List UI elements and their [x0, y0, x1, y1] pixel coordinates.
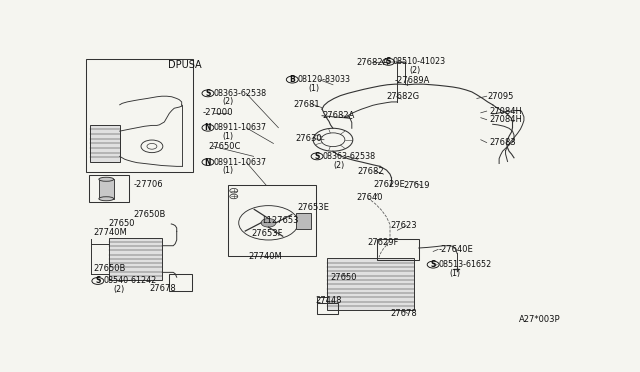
Text: 27084H: 27084H: [489, 115, 522, 124]
Text: 27682: 27682: [358, 167, 385, 176]
Text: 27683: 27683: [489, 138, 516, 147]
Bar: [169, 274, 191, 291]
Text: 27682A: 27682A: [322, 111, 355, 120]
Text: 27448: 27448: [316, 296, 342, 305]
Text: 27650B: 27650B: [94, 264, 126, 273]
Bar: [376, 238, 419, 260]
Text: -27689A: -27689A: [395, 76, 430, 85]
Text: (2): (2): [114, 285, 125, 294]
Bar: [109, 238, 163, 280]
Text: N: N: [205, 123, 211, 132]
Text: (1): (1): [223, 132, 234, 141]
Text: DPUSA: DPUSA: [168, 60, 202, 70]
Text: -27000: -27000: [203, 108, 234, 117]
Text: (2): (2): [333, 161, 344, 170]
Text: 27650C: 27650C: [208, 142, 241, 151]
Ellipse shape: [99, 197, 114, 201]
Text: 27095: 27095: [488, 92, 514, 101]
Text: 27678: 27678: [390, 309, 417, 318]
Bar: [317, 303, 338, 314]
Text: (2): (2): [223, 97, 234, 106]
Text: B: B: [289, 75, 295, 84]
Text: 27650: 27650: [109, 219, 135, 228]
Text: 27619: 27619: [403, 181, 430, 190]
Text: 08513-61652: 08513-61652: [438, 260, 492, 269]
Bar: [327, 258, 414, 311]
Text: 27653E: 27653E: [297, 203, 329, 212]
Text: 08540-61242: 08540-61242: [104, 276, 157, 285]
Bar: [99, 179, 114, 199]
Ellipse shape: [99, 177, 114, 181]
Text: 27682A: 27682A: [356, 58, 389, 67]
Text: 27623: 27623: [390, 221, 417, 230]
Text: 08510-41023: 08510-41023: [392, 57, 445, 66]
Text: N: N: [205, 158, 211, 167]
Text: 27629E: 27629E: [374, 180, 405, 189]
Bar: [228, 185, 316, 256]
Text: 27650: 27650: [330, 273, 357, 282]
Text: S: S: [95, 276, 100, 285]
Text: 08363-62538: 08363-62538: [214, 89, 267, 98]
Text: 27678: 27678: [150, 284, 176, 293]
Bar: [86, 59, 193, 172]
Text: -27706: -27706: [134, 180, 163, 189]
Text: (1): (1): [223, 166, 234, 175]
Text: S: S: [205, 89, 211, 98]
Text: 08911-10637: 08911-10637: [214, 158, 267, 167]
Text: (2): (2): [410, 66, 421, 75]
Text: 08363-62538: 08363-62538: [322, 152, 375, 161]
Text: -27640E: -27640E: [438, 245, 473, 254]
Text: S: S: [386, 57, 391, 66]
Bar: [90, 125, 120, 162]
Text: A27*003P: A27*003P: [518, 315, 560, 324]
Text: 27629F: 27629F: [367, 238, 399, 247]
Text: 27084H: 27084H: [489, 107, 522, 116]
Text: 27682G: 27682G: [387, 92, 420, 101]
Circle shape: [261, 218, 276, 227]
Text: (1): (1): [449, 269, 461, 278]
Text: 27640: 27640: [356, 193, 383, 202]
Text: 27653F: 27653F: [251, 229, 283, 238]
Text: 27740M: 27740M: [249, 252, 282, 261]
Text: 08120-83033: 08120-83033: [297, 75, 350, 84]
Text: L127653: L127653: [262, 216, 299, 225]
Text: 08911-10637: 08911-10637: [214, 123, 267, 132]
Bar: [89, 175, 129, 202]
Text: 27650B: 27650B: [134, 210, 166, 219]
Text: 27740M: 27740M: [94, 228, 127, 237]
Bar: [296, 213, 310, 230]
Text: S: S: [314, 152, 320, 161]
Text: S: S: [431, 260, 436, 269]
Text: 27681: 27681: [293, 100, 320, 109]
Text: (1): (1): [308, 84, 319, 93]
Text: 27630: 27630: [296, 134, 323, 143]
